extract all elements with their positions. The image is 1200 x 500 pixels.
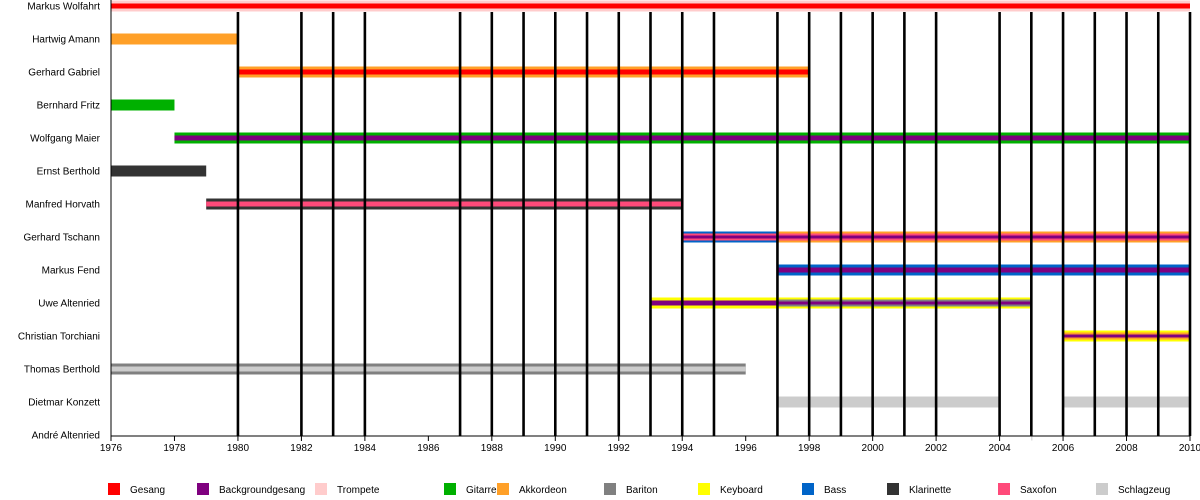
member-label: Manfred Horvath [26,200,100,211]
bar-schlagzeug [111,366,746,372]
x-tick-label: 1994 [671,443,694,454]
legend-swatch [887,483,899,495]
legend-swatch [1096,483,1108,495]
legend-swatch [604,483,616,495]
legend-label: Bass [824,485,846,496]
member-label: Bernhard Fritz [37,101,100,112]
legend-label: Gitarre [466,485,497,496]
legend-label: Gesang [130,485,165,496]
legend-swatch [497,483,509,495]
bar-backgroundgesang [777,267,1190,273]
x-tick-label: 1980 [227,443,250,454]
legend-label: Saxofon [1020,485,1057,496]
legend-label: Trompete [337,485,380,496]
bar-saxofon [206,201,683,207]
member-label: Gerhard Tschann [23,233,100,244]
legend-swatch [108,483,120,495]
member-label: Hartwig Amann [32,35,100,46]
x-tick-label: 2000 [862,443,885,454]
x-tick-label: 1978 [163,443,186,454]
x-tick-label: 1998 [798,443,821,454]
x-tick-label: 1984 [354,443,377,454]
bar-schlagzeug [777,396,1000,408]
x-tick-label: 2008 [1115,443,1138,454]
x-tick-label: 1990 [544,443,567,454]
x-tick-label: 1982 [290,443,313,454]
member-label: Wolfgang Maier [30,134,101,145]
legend-label: Keyboard [720,485,763,496]
legend-label: Klarinette [909,485,952,496]
legend-swatch [698,483,710,495]
bar-gitarre [111,99,175,111]
x-tick-label: 2002 [925,443,948,454]
legend-swatch [802,483,814,495]
x-tick-label: 1976 [100,443,123,454]
legend-swatch [444,483,456,495]
legend-swatch [998,483,1010,495]
x-tick-label: 1988 [481,443,504,454]
member-label: Markus Fend [42,266,100,277]
bar-gesang [111,3,1190,9]
legend-swatch [197,483,209,495]
member-label: Markus Wolfahrt [27,2,100,13]
legend-label: Bariton [626,485,658,496]
x-tick-label: 1992 [608,443,631,454]
legend-label: Schlagzeug [1118,485,1170,496]
legend-swatch [315,483,327,495]
x-tick-label: 1996 [735,443,758,454]
member-label: André Altenried [32,431,100,442]
bar-akkordeon [111,33,238,45]
legend-label: Akkordeon [519,485,567,496]
member-label: Dietmar Konzett [28,398,100,409]
x-tick-label: 2010 [1179,443,1200,454]
x-tick-label: 1986 [417,443,440,454]
x-tick-label: 2004 [988,443,1011,454]
bar-klarinette [111,165,207,177]
x-tick-label: 2006 [1052,443,1075,454]
member-label: Uwe Altenried [38,299,100,310]
bar-backgroundgesang [777,235,1190,239]
member-label: Ernst Berthold [37,167,100,178]
member-label: Christian Torchiani [18,332,100,343]
member-label: Thomas Berthold [24,365,100,376]
member-label: Gerhard Gabriel [28,68,100,79]
legend-label: Backgroundgesang [219,485,305,496]
bar-backgroundgesang [682,235,778,239]
